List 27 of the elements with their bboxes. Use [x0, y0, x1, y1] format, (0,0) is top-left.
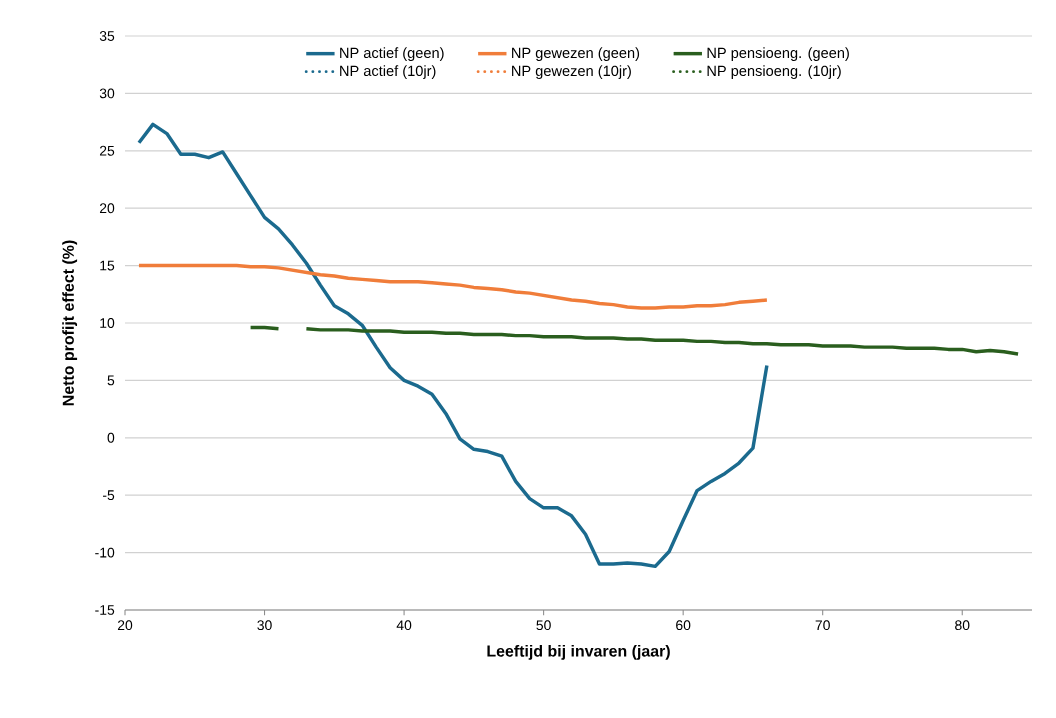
x-tick-label: 50 — [536, 620, 551, 631]
x-tick-label: 80 — [955, 620, 970, 631]
x-tick-label: 60 — [676, 620, 691, 631]
y-tick-label: -15 — [95, 605, 115, 615]
x-tick-label: 30 — [257, 620, 272, 631]
y-tick-label: 25 — [99, 145, 115, 156]
y-axis-title: Netto profijt effect (%) — [62, 240, 78, 406]
y-tick-label: 5 — [107, 375, 115, 386]
y-tick-label: 35 — [99, 31, 115, 41]
x-tick-label: 70 — [815, 620, 830, 631]
y-tick-label: 10 — [100, 318, 115, 328]
line-series — [137, 122, 769, 569]
legend-label: NP gewezen (geen) — [512, 47, 640, 61]
legend-label: NP actief (geen) — [340, 47, 444, 61]
y-tick-label: -10 — [95, 547, 115, 558]
x-tick-label: 40 — [396, 620, 412, 631]
y-tick-label: 30 — [99, 88, 115, 99]
y-tick-label: 0 — [107, 432, 115, 443]
legend-label: NP pensioeng. (10jr) — [707, 65, 841, 79]
legend-label: NP gewezen (10jr) — [512, 65, 631, 79]
x-axis-title: Leeftijd bij invaren (jaar) — [487, 644, 670, 660]
y-tick-label: -5 — [102, 490, 115, 501]
y-tick-label: 15 — [100, 260, 115, 271]
x-tick-label: 20 — [117, 620, 133, 631]
y-tick-label: 20 — [99, 203, 115, 214]
legend-label: NP actief (10jr) — [340, 65, 436, 79]
legend-label: NP pensioeng. (geen) — [707, 47, 849, 61]
